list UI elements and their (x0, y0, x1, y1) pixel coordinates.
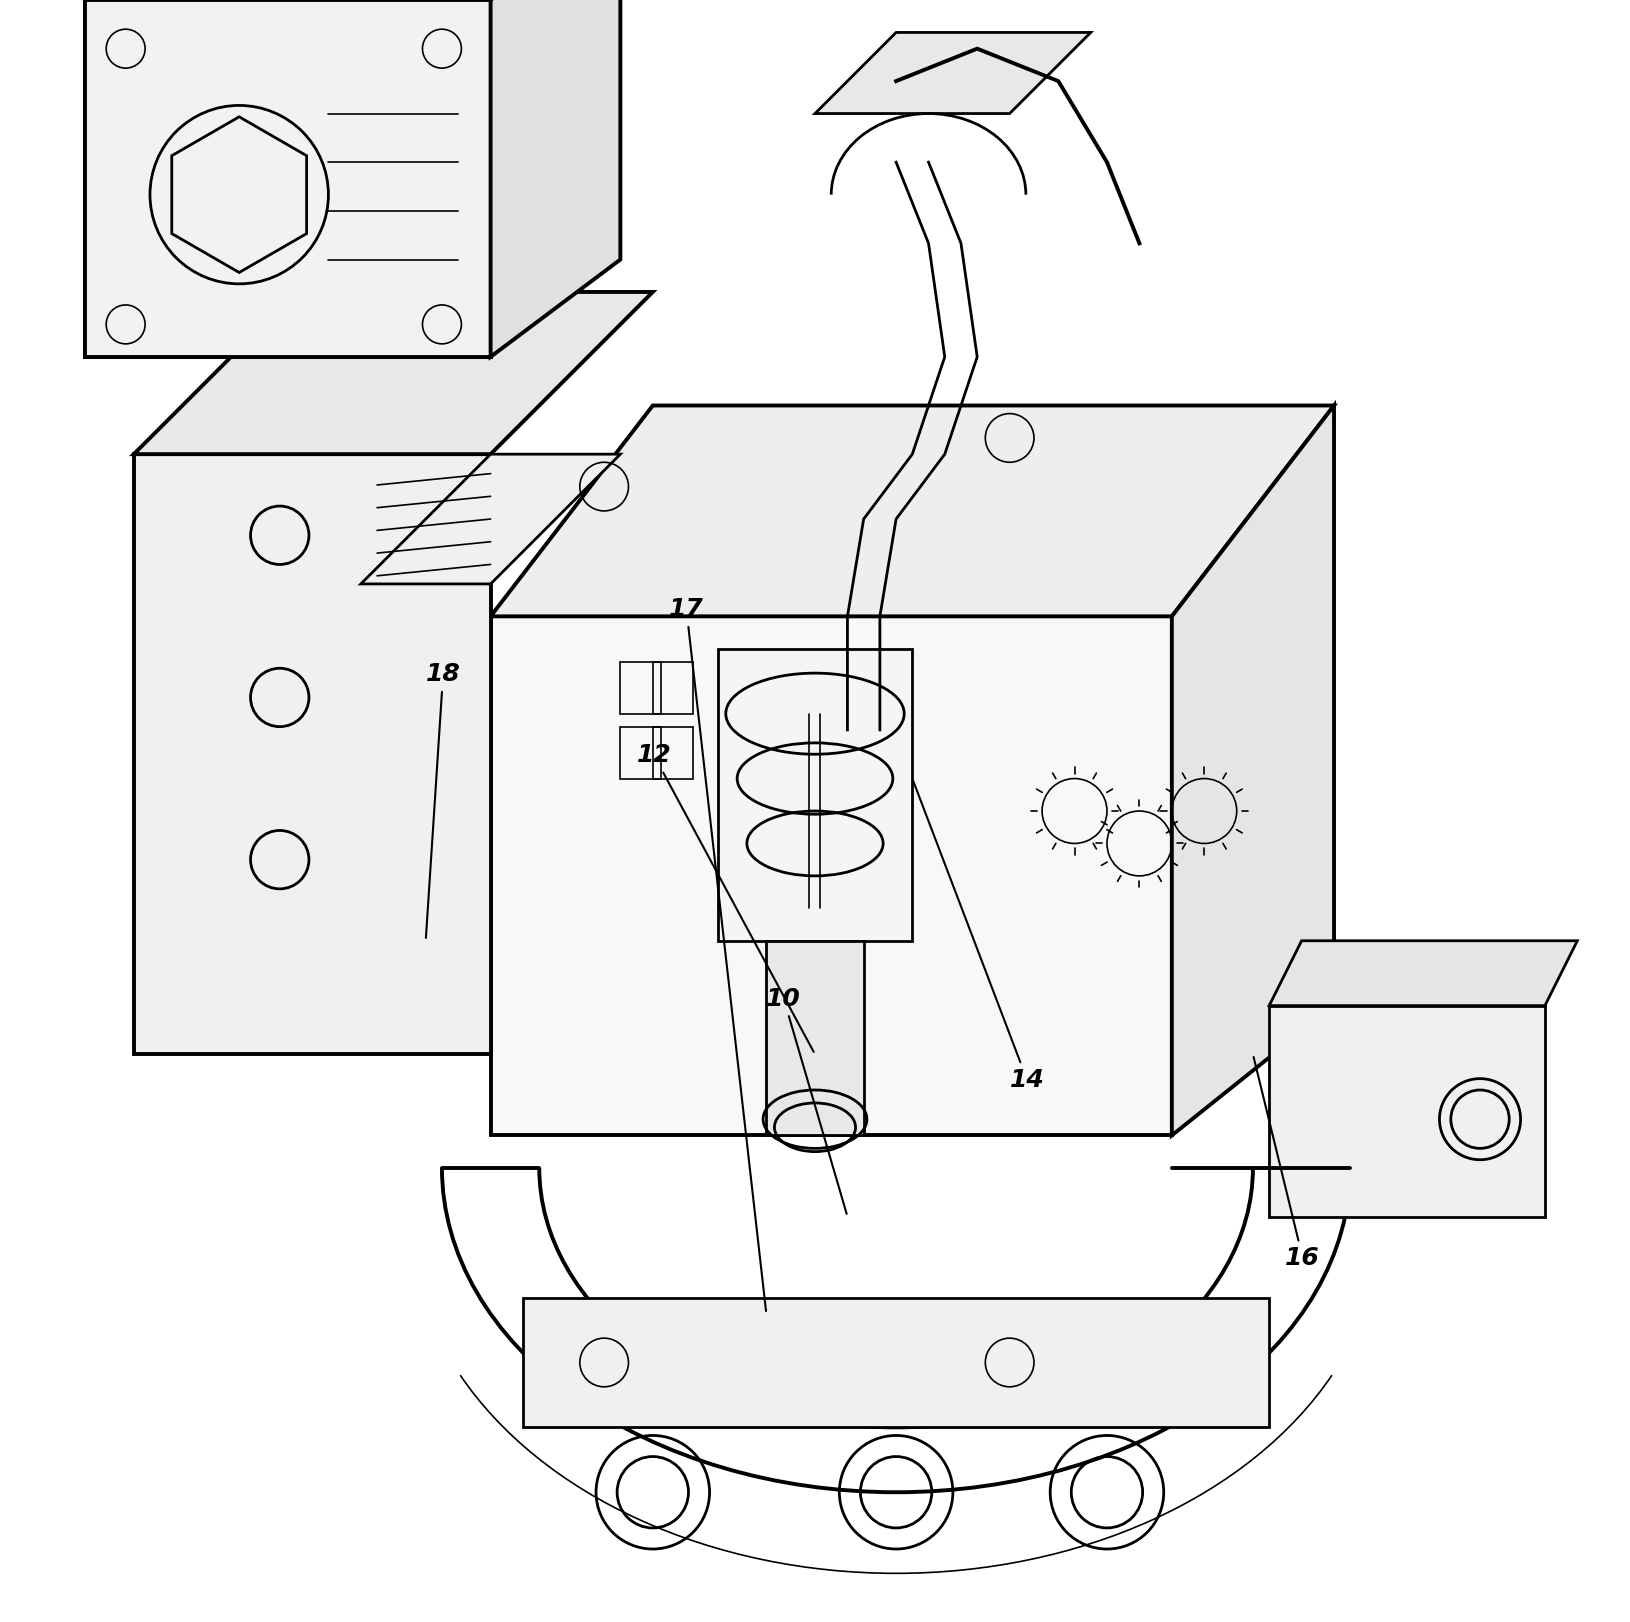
Bar (652, 727, 693, 779)
Bar (621, 662, 660, 714)
Polygon shape (1270, 1006, 1545, 1216)
Text: 14: 14 (913, 782, 1045, 1092)
Polygon shape (1270, 941, 1578, 1006)
Polygon shape (766, 941, 864, 1135)
Polygon shape (491, 616, 1172, 1135)
Bar (621, 727, 660, 779)
Polygon shape (134, 454, 491, 1054)
Polygon shape (491, 406, 1333, 616)
Polygon shape (85, 0, 491, 357)
Bar (652, 662, 693, 714)
Text: 18: 18 (425, 662, 460, 938)
Polygon shape (134, 292, 652, 454)
Polygon shape (85, 0, 491, 357)
Polygon shape (491, 0, 621, 357)
Polygon shape (1172, 406, 1333, 1135)
Polygon shape (815, 32, 1090, 114)
Text: 17: 17 (668, 597, 766, 1311)
Text: 16: 16 (1253, 1058, 1320, 1270)
Polygon shape (717, 649, 913, 941)
Text: 12: 12 (637, 743, 813, 1051)
Text: 10: 10 (766, 986, 846, 1213)
Polygon shape (523, 1298, 1270, 1427)
Polygon shape (360, 454, 621, 584)
